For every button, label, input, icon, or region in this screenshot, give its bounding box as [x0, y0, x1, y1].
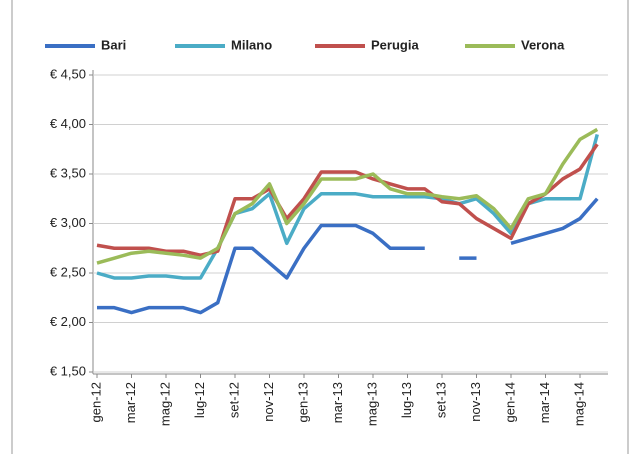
- y-tick-label: € 2,00: [50, 314, 86, 329]
- x-tick-label: set-13: [433, 382, 448, 418]
- x-tick-label: mag-13: [364, 382, 379, 426]
- x-tick-label: mar-12: [123, 382, 138, 423]
- legend-label: Perugia: [371, 37, 419, 52]
- legend-label: Verona: [521, 37, 565, 52]
- y-tick-label: € 4,00: [50, 116, 86, 131]
- x-tick-label: mar-14: [537, 382, 552, 423]
- series-line: [97, 197, 599, 315]
- x-tick-label: set-12: [226, 382, 241, 418]
- x-tick-label: gen-12: [88, 382, 103, 422]
- x-tick-label: mar-13: [330, 382, 345, 423]
- x-tick-label: lug-13: [399, 382, 414, 418]
- x-tick-label: mag-12: [157, 382, 172, 426]
- x-tick-label: lug-12: [192, 382, 207, 418]
- series-line: [96, 127, 599, 265]
- x-tick-label: nov-13: [468, 382, 483, 422]
- x-tick-label: mag-14: [571, 382, 586, 426]
- y-tick-label: € 3,00: [50, 215, 86, 230]
- series-line: [96, 133, 599, 280]
- x-tick-label: nov-12: [261, 382, 276, 422]
- y-tick-label: € 4,50: [50, 66, 86, 81]
- x-tick-label: gen-13: [295, 382, 310, 422]
- series-line: [96, 143, 599, 257]
- y-tick-label: € 3,50: [50, 165, 86, 180]
- legend-label: Bari: [101, 37, 126, 52]
- x-tick-label: gen-14: [502, 382, 517, 422]
- legend-label: Milano: [231, 37, 272, 52]
- y-tick-label: € 1,50: [50, 363, 86, 378]
- y-tick-label: € 2,50: [50, 264, 86, 279]
